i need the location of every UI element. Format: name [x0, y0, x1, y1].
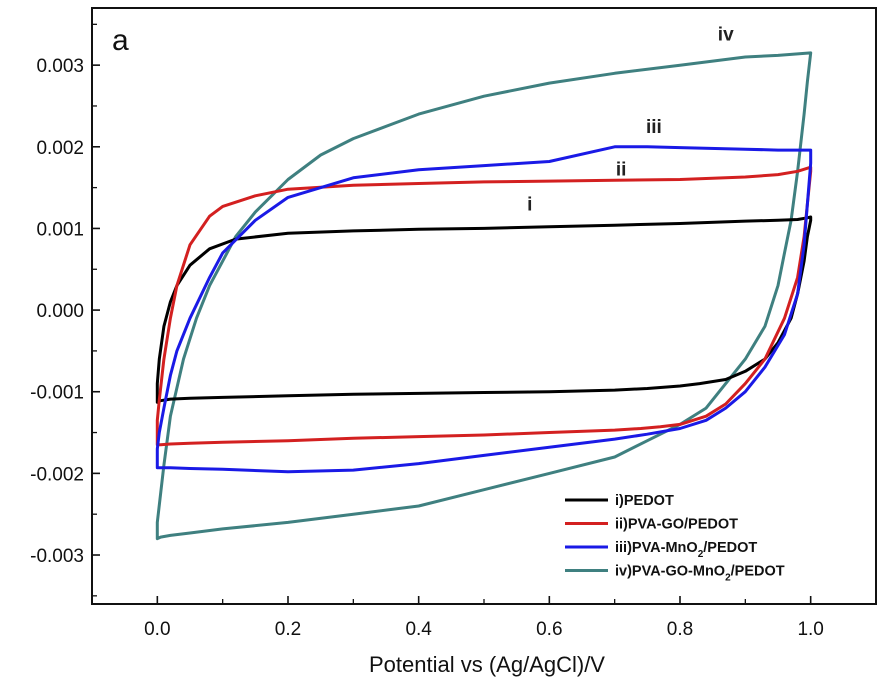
- legend-label-main: iv)PVA-GO-MnO: [615, 564, 725, 580]
- y-tick-label: -0.002: [30, 464, 84, 485]
- curve-label-i: i: [527, 194, 532, 215]
- x-tick-label: 0.4: [405, 619, 432, 640]
- legend-label-tail: /PEDOT: [703, 540, 757, 556]
- legend-label-main: iii)PVA-MnO: [615, 540, 698, 556]
- cv-curve-iii: [155, 145, 813, 474]
- x-tick-label: 0.8: [667, 619, 693, 640]
- legend-label-subscript: 2: [725, 573, 731, 584]
- x-tick-label: 0.0: [144, 619, 170, 640]
- legend-label-subscript: 2: [698, 549, 704, 560]
- y-tick-label: -0.003: [30, 546, 84, 567]
- y-tick-label: 0.002: [36, 138, 84, 159]
- y-tick-label: -0.001: [30, 383, 84, 404]
- cv-curve-ii: [155, 165, 813, 447]
- x-axis-ticks: 0.0 0.2 0.4 0.6 0.8 1.0: [91, 596, 877, 640]
- cv-curve-iv: [155, 51, 813, 541]
- x-tick-label: 1.0: [797, 619, 823, 640]
- curve-label-iv: iv: [718, 25, 734, 46]
- legend-label: i)PEDOT: [615, 493, 674, 509]
- x-tick-label: 0.6: [536, 619, 562, 640]
- panel-label: a: [112, 24, 129, 57]
- y-tick-label: 0.000: [36, 301, 84, 322]
- curve-label-ii: ii: [616, 159, 627, 180]
- legend-label: iv)PVA-GO-MnO2/PEDOT: [615, 564, 785, 584]
- x-tick-label: 0.2: [275, 619, 301, 640]
- curve-label-iii: iii: [646, 117, 662, 138]
- y-axis-ticks: -0.003 -0.002 -0.001 0.000 0.001 0.002 0.003: [30, 23, 100, 597]
- y-tick-label: 0.003: [36, 56, 84, 77]
- y-tick-label: 0.001: [36, 219, 84, 240]
- cv-curve-i: [155, 215, 813, 404]
- legend-label: ii)PVA-GO/PEDOT: [615, 517, 738, 533]
- cv-curves: [155, 51, 813, 541]
- legend-label: iii)PVA-MnO2/PEDOT: [615, 540, 757, 560]
- x-axis-title: Potential vs (Ag/AgCl)/V: [369, 652, 605, 677]
- legend: i)PEDOTii)PVA-GO/PEDOTiii)PVA-MnO2/PEDOT…: [565, 493, 785, 584]
- legend-label-tail: /PEDOT: [731, 564, 785, 580]
